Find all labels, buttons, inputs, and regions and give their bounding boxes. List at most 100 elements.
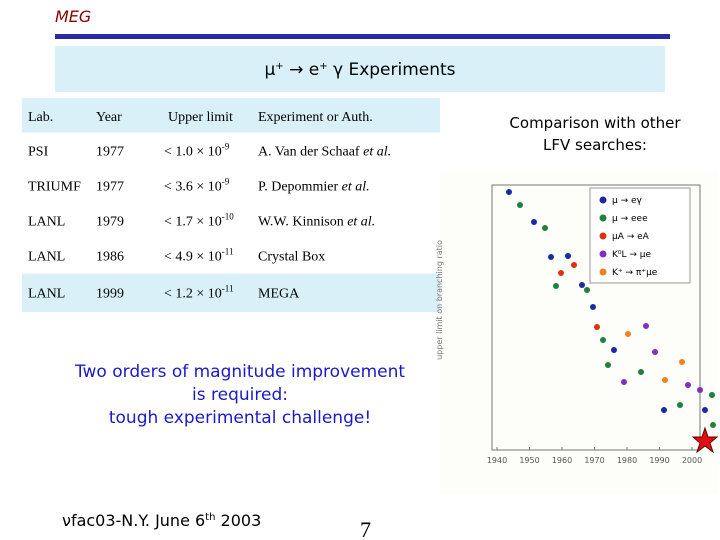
legend-entry: μA → eA <box>612 232 650 242</box>
legend-marker <box>599 196 607 204</box>
cell-limit: ~ 10-13 <box>164 0 202 4</box>
plot-point <box>638 369 644 375</box>
message-line: tough experimental challenge! <box>109 408 371 428</box>
author: P. Depommier <box>258 180 342 195</box>
limit-base: < 1.2 × 10 <box>164 287 222 302</box>
message-line: is required: <box>192 385 288 405</box>
plot-point <box>506 189 512 195</box>
cell-year: 1977 <box>96 180 124 195</box>
plot-point <box>662 377 668 383</box>
author-etal: et al. <box>363 145 391 160</box>
legend-entry: μ → eee <box>612 214 648 224</box>
plot-point <box>677 402 683 408</box>
plot-point <box>584 287 590 293</box>
cell-author: W.W. Kinnison et al. <box>258 215 375 230</box>
cell-author: MEG <box>257 0 288 4</box>
limit-base: < 1.7 × 10 <box>164 215 222 230</box>
footer-text: νfac03-N.Y. June 6 <box>62 511 205 530</box>
plot-point <box>565 253 571 259</box>
cell-limit: < 1.7 × 10-10 <box>164 212 234 230</box>
cell-year: 1986 <box>96 250 124 265</box>
cell-limit: < 3.6 × 10-9 <box>164 177 230 195</box>
cell-author: A. Van der Schaaf et al. <box>258 145 391 160</box>
column-header: Year <box>96 110 122 125</box>
plot-x-tick: 1960 <box>552 456 572 465</box>
plot-axis-label: upper limit on branching ratio <box>435 240 444 360</box>
plot-point <box>685 382 691 388</box>
plot-point <box>709 392 715 398</box>
plot-x-tick: 1990 <box>649 456 669 465</box>
cell-limit: < 1.0 × 10-9 <box>164 142 230 160</box>
title: μ+ → e+ γ Experiments <box>264 60 455 80</box>
plot-point <box>553 283 559 289</box>
plot-point <box>517 202 523 208</box>
limit-base: ~ 10 <box>164 0 189 4</box>
message: Two orders of magnitude improvement is r… <box>74 362 405 428</box>
cell-author: P. Depommier et al. <box>258 180 370 195</box>
plot-x-tick: 1950 <box>519 456 539 465</box>
plot-point <box>697 387 703 393</box>
plot-point <box>542 225 548 231</box>
footer-left: νfac03-N.Y. June 6th 2003 <box>62 511 261 530</box>
title-part: + <box>275 61 283 72</box>
plot-frame <box>491 184 701 451</box>
limit-base: < 3.6 × 10 <box>164 180 222 195</box>
column-header: Upper limit <box>168 110 233 125</box>
limit-exp: -11 <box>222 284 234 294</box>
plot-point <box>531 219 537 225</box>
plot-x-tick: 1980 <box>617 456 637 465</box>
limit-exp: -11 <box>222 247 234 257</box>
plot-point <box>600 337 606 343</box>
legend-entry: K⁰L → μe <box>612 250 652 260</box>
plot-point <box>579 282 585 288</box>
plot-point <box>661 407 667 413</box>
plot-point <box>643 323 649 329</box>
cell-limit: < 1.2 × 10-11 <box>164 284 233 302</box>
legend-marker <box>599 268 607 276</box>
cell-year: ~2005 <box>96 0 132 4</box>
highlight-row <box>22 273 440 312</box>
cell-year: 1979 <box>96 215 124 230</box>
cell-lab: LANL <box>28 250 65 265</box>
legend-marker <box>599 214 607 222</box>
cell-year: 1999 <box>96 287 124 302</box>
plot-point <box>590 304 596 310</box>
author-etal: et al. <box>342 180 370 195</box>
limit-exp: -9 <box>222 142 230 152</box>
author: MEGA <box>258 287 300 302</box>
page-number: 7 <box>360 517 371 540</box>
limit-base: < 1.0 × 10 <box>164 145 222 160</box>
cell-lab: PSI <box>28 145 49 160</box>
cell-lab: PSI <box>28 0 49 4</box>
cell-year: 1977 <box>96 145 124 160</box>
column-header: Lab. <box>28 110 53 125</box>
plot-point <box>605 362 611 368</box>
plot-point <box>571 262 577 268</box>
column-header: Experiment or Auth. <box>258 110 373 125</box>
author: MEG <box>257 0 288 4</box>
plot-point <box>679 359 685 365</box>
comparison-line: Comparison with other <box>509 114 681 132</box>
plot-legend <box>589 187 691 284</box>
footer-text: 2003 <box>215 511 261 530</box>
title-part: + <box>319 61 327 72</box>
plot-point <box>594 324 600 330</box>
plot-point <box>611 347 617 353</box>
cell-lab: LANL <box>28 215 65 230</box>
title-part: γ Experiments <box>328 60 456 80</box>
plot-point <box>702 407 708 413</box>
plot-x-tick: 2000 <box>682 456 702 465</box>
plot-point <box>558 270 564 276</box>
legend-marker <box>599 232 607 240</box>
header-row <box>22 98 440 133</box>
header-label: MEG <box>55 7 91 26</box>
plot-point <box>548 254 554 260</box>
plot-point <box>652 349 658 355</box>
legend-entry: K⁺ → π⁺μe <box>612 268 658 278</box>
cell-author: MEGA <box>258 287 300 302</box>
limit-exp: -10 <box>222 212 234 222</box>
comparison-line: LFV searches: <box>543 136 647 154</box>
cell-author: Crystal Box <box>258 250 325 265</box>
limit-exp: -9 <box>222 177 230 187</box>
plot: 1940 1950 1960 1970 1980 1990 2000 μ → eγ μ → ee… <box>487 189 716 465</box>
